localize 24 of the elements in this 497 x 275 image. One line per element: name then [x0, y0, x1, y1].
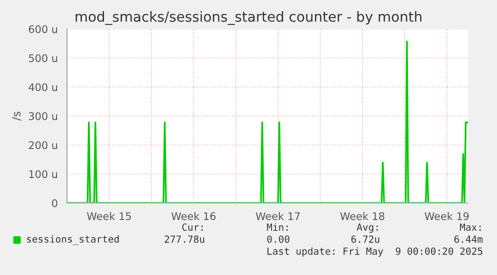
x-tick-label: Week 15 [87, 212, 131, 220]
y-tick-label: 200 u [28, 141, 58, 150]
text: 6.72u [351, 235, 380, 243]
text: Last update: Fri May 9 00:00:20 2025 [267, 247, 482, 257]
text: Avg: [356, 224, 378, 233]
x-tick-label: Week 16 [171, 212, 216, 220]
y-tick-label: 500 u [28, 54, 58, 62]
x-tick-label: Week 17 [256, 212, 300, 220]
text: Max: [460, 224, 481, 231]
chart-title: mod_smacks/sessions_started counter - by month [76, 11, 422, 25]
text: 277.78u [164, 235, 204, 243]
y-tick-label: 0 [52, 199, 58, 208]
y-tick-label: 600 u [28, 25, 58, 34]
legend-label: sessions_started [27, 235, 119, 245]
text: Min: [266, 223, 288, 231]
y-tick-label: 100 u [29, 170, 58, 178]
y-axis-title: /s [12, 112, 22, 121]
y-tick-label: 300 u [28, 112, 58, 120]
text: Cur: [182, 223, 203, 231]
y-tick-label: 400 u [28, 83, 58, 92]
x-tick-label: Week 19 [424, 212, 469, 220]
x-tick-label: Week 18 [340, 212, 384, 220]
text: 6.44m [454, 235, 483, 243]
text: 0.00 [267, 235, 290, 243]
